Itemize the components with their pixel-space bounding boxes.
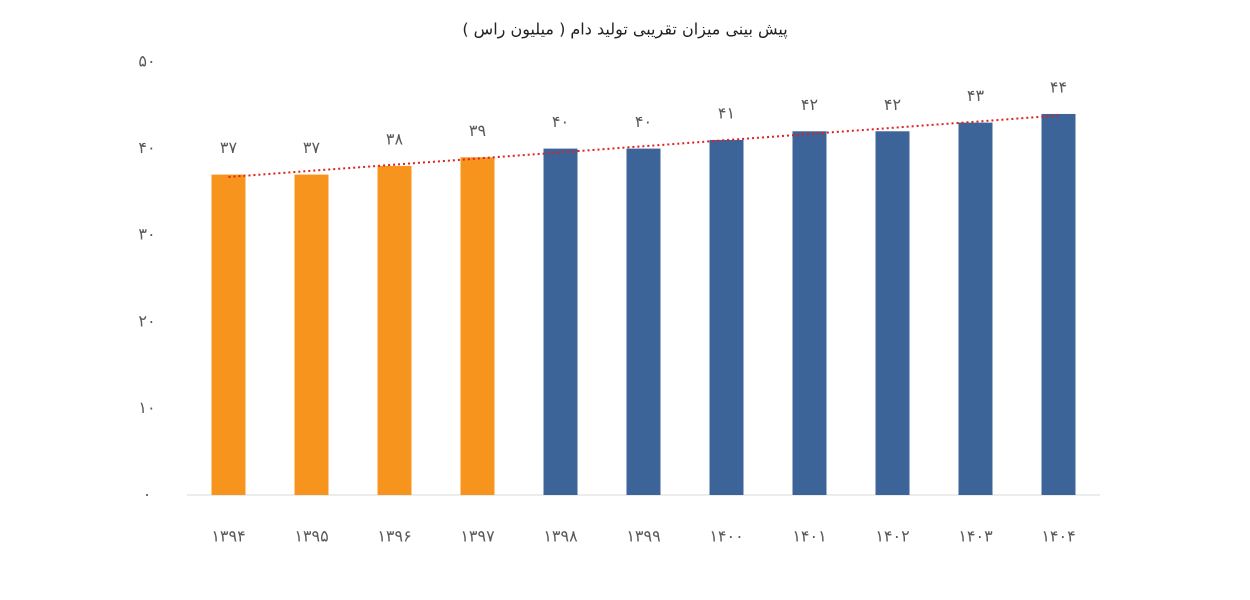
bar: [543, 148, 578, 495]
x-tick-label: ۱۴۰۴: [1041, 527, 1075, 546]
x-tick-label: ۱۳۹۷: [460, 527, 495, 546]
y-tick-label: ۲۰: [138, 311, 155, 330]
value-label: ۴۲: [801, 95, 818, 114]
value-label: ۴۴: [1050, 77, 1067, 96]
y-tick-label: ۰: [143, 485, 152, 504]
x-tick-label: ۱۳۹۹: [626, 527, 660, 546]
bar: [1041, 113, 1076, 496]
value-label: ۴۰: [552, 112, 569, 131]
value-label: ۳۸: [386, 129, 404, 148]
y-tick-label: ۳۰: [138, 225, 155, 244]
value-label: ۳۹: [469, 121, 486, 140]
bar: [626, 148, 661, 495]
value-label: ۳۷: [220, 138, 238, 157]
bar: [958, 122, 993, 496]
value-label: ۴۲: [884, 95, 901, 114]
x-tick-label: ۱۳۹۸: [543, 527, 578, 546]
value-label: ۳۷: [303, 138, 321, 157]
y-tick-label: ۱۰: [138, 398, 155, 417]
bar: [211, 174, 246, 495]
bar: [709, 139, 744, 495]
value-label: ۴۱: [718, 103, 735, 122]
value-label: ۴۳: [967, 86, 985, 105]
x-tick-label: ۱۳۹۶: [377, 527, 411, 546]
y-tick-label: ۵۰: [138, 52, 155, 71]
x-tick-label: ۱۳۹۵: [294, 527, 328, 546]
value-label: ۴۰: [635, 112, 652, 131]
x-tick-label: ۱۳۹۴: [211, 527, 245, 546]
y-tick-label: ۴۰: [138, 138, 155, 157]
bar: [792, 131, 827, 495]
bar: [294, 174, 329, 495]
bar: [377, 165, 412, 496]
x-tick-label: ۱۴۰۲: [875, 527, 909, 546]
x-tick-label: ۱۴۰۰: [709, 527, 743, 546]
chart-title: پیش بینی میزان تقریبی تولید دام ( میلیون…: [462, 20, 787, 40]
bar: [875, 131, 910, 495]
x-tick-label: ۱۴۰۱: [792, 527, 826, 546]
x-tick-label: ۱۴۰۳: [958, 527, 993, 546]
bar: [460, 157, 495, 495]
trendline: [228, 114, 1059, 178]
